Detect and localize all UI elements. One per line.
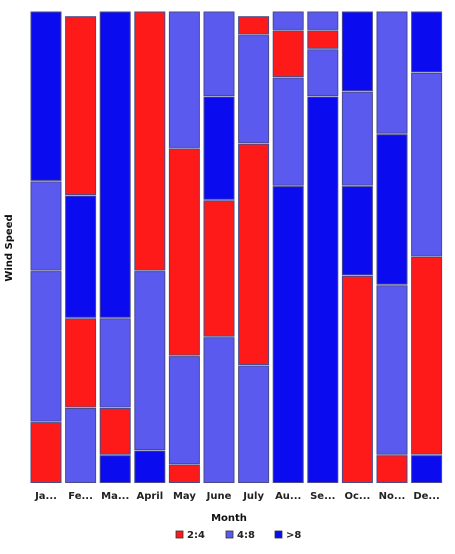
bar-segment-oc-1 (341, 186, 373, 276)
x-tick-label: July (242, 491, 264, 502)
bar-segment-june-1 (203, 200, 235, 337)
bar-segment-ma-3 (99, 11, 131, 318)
bar-segment-au-2 (272, 30, 304, 78)
bar-segment-july-1 (238, 143, 270, 365)
bar-segment-may-2 (168, 148, 200, 356)
bar-segment-oc-0 (341, 275, 373, 483)
bar-segment-de-2 (411, 72, 443, 257)
x-tick-label: Ja... (34, 491, 57, 502)
bar-segment-ma-0 (99, 455, 131, 484)
bar-segment-july-2 (238, 35, 270, 144)
bar-segment-no-3 (376, 11, 408, 134)
legend: 2:4 4:8 >8 (175, 530, 301, 541)
x-tick-label: Ma... (101, 491, 129, 502)
bar-segment-ma-2 (99, 318, 131, 408)
bar-segment-june-3 (203, 11, 235, 96)
x-tick-label: Au... (275, 491, 301, 502)
bar-segment-april-1 (134, 271, 166, 450)
bar-segment-fe-2 (65, 195, 97, 318)
bar-segment-no-1 (376, 285, 408, 455)
bar-segment-may-0 (168, 464, 200, 484)
bar-segment-de-0 (411, 455, 443, 484)
bar-segment-se-1 (307, 49, 339, 96)
x-tick-label: Fe... (68, 491, 93, 502)
y-axis-title: Wind Speed (4, 214, 15, 281)
bar-segment-fe-3 (65, 16, 97, 196)
bar-segment-oc-2 (341, 91, 373, 186)
legend-label: 4:8 (237, 530, 255, 541)
x-axis-title: Month (211, 513, 247, 524)
bar-segment-june-2 (203, 96, 235, 200)
bar-segment-may-3 (168, 11, 200, 148)
bar-segment-no-2 (376, 134, 408, 285)
bar-segment-de-1 (411, 256, 443, 455)
bar-segment-au-1 (272, 77, 304, 186)
bar-segment-ma-1 (99, 408, 131, 455)
bar-segment-ja-3 (30, 11, 62, 181)
bar-segment-no-0 (376, 455, 408, 484)
bar-segment-de-3 (411, 11, 443, 73)
bar-segment-oc-3 (341, 11, 373, 92)
x-tick-label: Se... (310, 491, 335, 502)
legend-swatch (225, 530, 234, 539)
bar-segment-ja-2 (30, 181, 62, 271)
x-tick-label: May (173, 491, 196, 502)
x-tick-label: No... (379, 491, 406, 502)
bar-segment-may-1 (168, 356, 200, 465)
legend-label: >8 (286, 530, 301, 541)
bar-segment-au-3 (272, 11, 304, 30)
bar-segment-ja-0 (30, 422, 62, 484)
x-tick-labels: Ja... Fe... Ma... April May June July Au... Se..… (34, 491, 440, 502)
bar-segment-april-0 (134, 450, 166, 483)
bar-segment-july-0 (238, 365, 270, 483)
bar-segment-april-2 (134, 11, 166, 271)
bar-segment-june-0 (203, 337, 235, 484)
bar-segment-se-0 (307, 96, 339, 483)
x-tick-label: Oc... (344, 491, 370, 502)
x-tick-label: June (206, 491, 232, 502)
bar-segment-fe-0 (65, 408, 97, 483)
bar-segment-se-3 (307, 11, 339, 30)
bar-segment-se-2 (307, 30, 339, 49)
bar-segment-ja-1 (30, 271, 62, 422)
bar-segment-au-0 (272, 186, 304, 483)
x-tick-label: De... (413, 491, 439, 502)
bar-segment-july-3 (238, 16, 270, 35)
legend-swatch (175, 530, 184, 539)
x-tick-label: April (136, 491, 163, 502)
legend-swatch (274, 530, 283, 539)
plot-area (30, 11, 443, 484)
legend-label: 2:4 (187, 530, 205, 541)
bar-segment-fe-1 (65, 318, 97, 408)
